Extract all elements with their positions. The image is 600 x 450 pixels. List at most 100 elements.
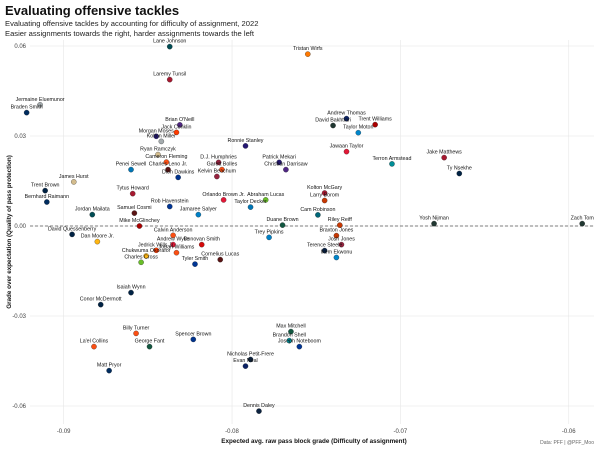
data-point — [333, 254, 340, 261]
y-axis-ticks: -0.06 -0.03 0.00 0.03 0.06 — [12, 44, 26, 410]
y-tick-label: 0.03 — [14, 134, 26, 140]
point-label: Cornelius Lucas — [201, 252, 239, 258]
point-label: Orlando Brown Jr. — [202, 192, 244, 198]
y-tick-label: 0.06 — [14, 44, 26, 50]
data-point — [288, 328, 294, 335]
data-point — [165, 166, 171, 173]
point-label: La'el Collins — [80, 339, 109, 345]
data-point — [321, 197, 328, 204]
point-label: Riley Reiff — [328, 217, 353, 223]
data-point — [175, 174, 181, 181]
point-label: Spencer Brown — [175, 331, 211, 337]
point-label: Christian Darrisaw — [264, 162, 307, 168]
data-point — [89, 211, 96, 218]
data-point — [166, 76, 173, 83]
data-point — [305, 51, 311, 57]
data-point — [37, 102, 43, 108]
data-point — [247, 204, 254, 210]
point-label: Zach Tom — [571, 216, 595, 222]
data-point — [192, 261, 198, 267]
point-label: Calvin Anderson — [154, 227, 193, 233]
data-point — [286, 337, 293, 344]
point-label: Braxton Jones — [319, 228, 353, 234]
point-label: Billy Turner — [123, 325, 150, 331]
point-label: Cam Robinson — [300, 207, 335, 213]
data-point — [262, 197, 269, 203]
point-label: Andrew Thomas — [327, 111, 366, 117]
data-point — [128, 166, 134, 173]
data-point — [219, 166, 225, 173]
data-point — [283, 166, 289, 173]
data-point — [315, 212, 321, 218]
point-label: Charles Leno Jr. — [149, 162, 188, 168]
data-point — [170, 241, 176, 248]
data-points: Lane Johnson Tristan Wirfs Laremy Tunsil Je… — [11, 39, 595, 414]
point-label: Evan Neal — [233, 358, 257, 364]
data-point — [146, 343, 153, 350]
point-label: Patrick Mekari — [262, 154, 296, 160]
x-tick-label: -0.09 — [57, 429, 71, 435]
point-label: Jamaree Salyer — [180, 207, 217, 213]
data-point — [338, 241, 345, 248]
data-point — [431, 220, 437, 227]
data-point — [337, 222, 343, 228]
data-point — [441, 154, 447, 161]
point-label: Yosh Nijman — [419, 216, 449, 222]
point-label: Penei Sewell — [116, 162, 147, 168]
point-label: D.J. Humphries — [200, 154, 237, 160]
point-label: Bernhard Raimann — [25, 194, 70, 200]
y-tick-label: 0.00 — [14, 224, 26, 230]
data-point — [97, 301, 104, 308]
x-tick-label: -0.07 — [394, 429, 408, 435]
data-point — [166, 43, 173, 50]
data-point — [153, 247, 160, 254]
point-label: David Quessenberry — [48, 226, 97, 232]
data-point — [94, 238, 101, 245]
data-point — [71, 179, 77, 185]
point-label: Max Mitchell — [276, 324, 305, 330]
data-point — [372, 121, 378, 128]
data-point — [256, 408, 262, 414]
x-tick-label: -0.08 — [225, 429, 239, 435]
point-label: Brandon Shell — [273, 333, 306, 339]
point-label: Tyler Smith — [182, 256, 209, 262]
data-point — [155, 151, 161, 158]
point-label: Ryan Ramczyk — [140, 147, 176, 153]
point-label: Andrew Wylie — [157, 237, 189, 243]
data-point — [133, 330, 139, 337]
point-label: Abraham Lucas — [247, 192, 284, 198]
data-point — [343, 148, 350, 155]
point-label: Jermaine Eluemunor — [16, 97, 65, 103]
point-label: Samuel Cosmi — [117, 205, 151, 211]
point-label: Ty Nsekhe — [447, 166, 472, 172]
data-point — [173, 129, 180, 136]
point-label: Rob Havenstein — [151, 199, 189, 205]
data-point — [215, 159, 222, 166]
data-point — [330, 122, 336, 129]
point-label: Jawaan Taylor — [330, 144, 364, 150]
point-label: Jonah Williams — [159, 245, 195, 251]
point-label: Dion Dawkins — [162, 169, 195, 175]
point-label: Nicholas Petit-Frere — [227, 352, 274, 358]
point-label: Ikem Ekwonu — [321, 250, 353, 256]
point-label: Cameron Fleming — [145, 154, 187, 160]
point-label: Morgan Moses — [139, 128, 174, 134]
data-point — [177, 122, 183, 128]
point-label: Mike McGlinchey — [119, 218, 160, 224]
data-point — [242, 143, 249, 149]
data-point — [138, 259, 144, 266]
data-point — [242, 363, 249, 369]
data-point — [276, 159, 282, 166]
data-point — [23, 109, 30, 116]
data-point — [195, 211, 202, 218]
data-point — [456, 170, 463, 177]
data-point — [247, 356, 254, 363]
point-label: Josh Jones — [328, 237, 355, 243]
point-label: Kolton McGary — [307, 185, 342, 191]
data-point — [143, 253, 149, 259]
point-label: Dennis Daley — [243, 403, 275, 409]
data-point — [579, 220, 585, 227]
data-point — [129, 190, 136, 197]
point-label: Matt Pryor — [97, 363, 122, 369]
point-label: Trent Williams — [358, 117, 392, 123]
